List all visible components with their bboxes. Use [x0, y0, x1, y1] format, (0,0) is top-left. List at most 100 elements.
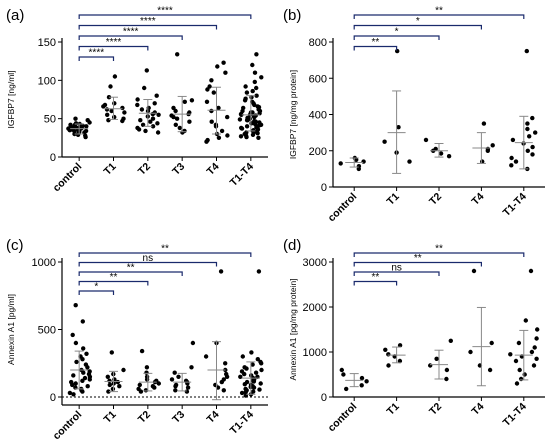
data-point: [173, 122, 178, 128]
data-point: [527, 134, 532, 139]
data-point: [243, 390, 248, 395]
significance-label: *: [416, 16, 420, 27]
data-point: [142, 85, 147, 91]
data-point: [530, 144, 535, 150]
data-point: [238, 134, 244, 139]
data-point: [250, 132, 256, 137]
data-point: [254, 52, 259, 57]
panel-d: (d) 0 1000 2000 3000 Annexin A1 [pg/mg protei…: [283, 237, 545, 434]
data-point: [87, 377, 93, 382]
significance-label: **: [414, 253, 422, 264]
significance-bracket: [353, 252, 525, 257]
data-point: [382, 139, 387, 144]
significance-bracket: [78, 56, 115, 61]
data-point: [109, 108, 114, 114]
data-point: [80, 357, 85, 362]
significance-label: **: [127, 263, 135, 274]
data-point: [397, 358, 403, 364]
data-point: [144, 68, 149, 73]
data-point: [221, 388, 226, 393]
significance-bracket: [78, 271, 183, 276]
data-point: [112, 74, 118, 79]
data-point: [259, 367, 264, 373]
data-point: [523, 318, 528, 323]
data-point: [73, 340, 79, 346]
data-point: [250, 88, 255, 94]
x-tick-label: T1: [385, 401, 402, 418]
data-point: [120, 118, 125, 124]
data-point: [137, 382, 142, 388]
y-tick-label: 2000: [303, 302, 327, 314]
data-point: [517, 367, 522, 373]
data-point: [185, 385, 191, 390]
x-tick-label: T2: [427, 191, 444, 208]
data-point: [530, 152, 535, 157]
data-point: [155, 130, 161, 135]
data-point: [155, 121, 160, 126]
panel-a: (a) 0 50 100 150 IGFBP7 [ng/ml] control T1 T2 T3 T…: [6, 6, 268, 194]
data-point: [85, 384, 90, 389]
x-tick-label: T3: [170, 161, 187, 178]
y-tick-label: 50: [44, 114, 56, 126]
data-point: [397, 343, 403, 348]
data-point: [84, 351, 89, 356]
data-point: [534, 336, 539, 341]
data-point: [120, 105, 125, 111]
data-point: [525, 148, 530, 153]
data-point: [513, 159, 519, 164]
data-point: [204, 99, 210, 105]
data-point: [81, 370, 86, 375]
y-tick-label: 400: [309, 110, 327, 122]
significance-bracket: [353, 14, 525, 19]
data-point: [73, 303, 78, 308]
data-point: [169, 377, 175, 382]
data-point: [150, 124, 156, 129]
data-point: [216, 135, 222, 140]
data-point: [344, 386, 349, 392]
data-point: [83, 134, 88, 140]
data-point: [244, 90, 250, 95]
data-point: [471, 268, 477, 274]
data-point: [106, 118, 111, 123]
data-point: [532, 345, 537, 350]
data-point: [115, 379, 121, 385]
data-point: [187, 119, 192, 124]
data-point: [489, 340, 494, 346]
significance-label: **: [161, 244, 169, 255]
data-point: [361, 159, 366, 164]
y-axis-label: Annexin A1 [pg/ml]: [6, 294, 16, 365]
data-point: [490, 143, 495, 148]
data-point: [117, 384, 122, 389]
x-tick-label: T1-T4: [501, 191, 529, 219]
data-point: [252, 79, 257, 85]
data-point: [150, 111, 155, 117]
y-tick-label: 0: [321, 392, 327, 404]
y-tick-label: 150: [38, 37, 56, 49]
data-point: [80, 389, 85, 394]
significance-bracket: [78, 45, 149, 51]
data-point: [530, 115, 535, 121]
data-point: [173, 108, 178, 114]
data-point: [105, 112, 110, 118]
data-point: [110, 386, 116, 392]
data-point: [251, 385, 257, 390]
significance-label: **: [372, 37, 380, 48]
significance-bracket: [78, 14, 252, 19]
data-point: [205, 87, 210, 92]
significance-bracket: [78, 261, 218, 267]
data-point: [190, 340, 196, 346]
data-point: [176, 374, 181, 379]
data-point: [428, 363, 433, 368]
y-tick-label: 0: [50, 392, 56, 404]
data-point: [242, 98, 248, 103]
data-point: [242, 371, 247, 377]
significance-label: ****: [157, 6, 173, 17]
data-point: [528, 268, 534, 274]
data-point: [444, 367, 450, 373]
data-point: [359, 375, 365, 381]
significance-label: ns: [143, 253, 154, 264]
data-point: [215, 64, 220, 69]
data-point: [239, 112, 244, 118]
data-point: [177, 125, 182, 131]
data-point: [135, 97, 140, 102]
